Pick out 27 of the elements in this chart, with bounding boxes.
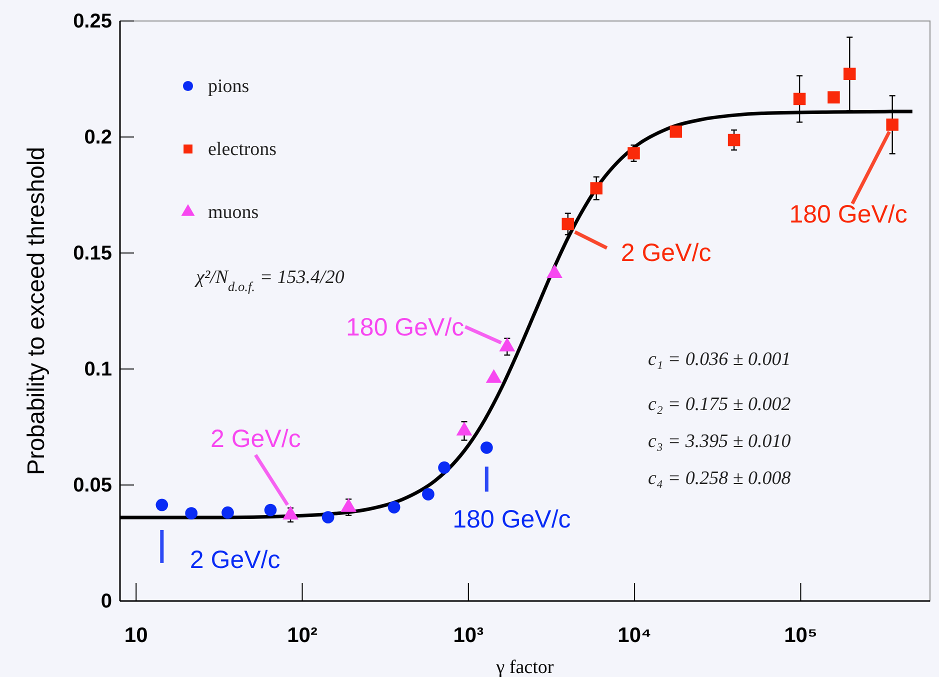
x-tick-label: 10⁴ xyxy=(618,624,652,647)
annotation: 2 GeV/c xyxy=(620,239,712,267)
x-tick-label: 10⁵ xyxy=(784,624,818,647)
annotation: 2 GeV/c xyxy=(190,546,280,574)
annotation: 2 GeV/c xyxy=(210,424,301,453)
annotation: c₁ = 0.036 ± 0.001 xyxy=(648,349,791,370)
annotation: c₂ = 0.175 ± 0.002 xyxy=(648,394,792,415)
annotation: 180 GeV/c xyxy=(452,506,571,534)
y-tick-label: 0.2 xyxy=(84,126,112,148)
x-tick-label: 10² xyxy=(287,624,318,647)
y-tick-label: 0.25 xyxy=(73,10,112,32)
y-tick-label: 0.1 xyxy=(84,358,112,380)
annotation: 180 GeV/c xyxy=(789,200,908,229)
annotation: c₃ = 3.395 ± 0.010 xyxy=(648,431,792,452)
legend-label: muons xyxy=(208,202,259,223)
y-tick-label: 0 xyxy=(100,590,112,612)
annotation: c₄ = 0.258 ± 0.008 xyxy=(648,468,792,489)
x-axis-title: γ factor xyxy=(495,657,554,677)
x-tick-label: 10³ xyxy=(453,624,484,647)
y-tick-label: 0.15 xyxy=(73,242,112,264)
legend-label: pions xyxy=(208,76,250,97)
annotation: χ²/N$_{d.o.f.}$ = 153.4/20 xyxy=(194,267,345,294)
y-axis-title: Probability to exceed threshold xyxy=(23,146,50,476)
y-tick-label: 0.05 xyxy=(73,474,112,496)
annotation: 180 GeV/c xyxy=(346,314,464,342)
legend-label: electrons xyxy=(208,139,277,160)
x-tick-label: 10 xyxy=(124,624,148,647)
